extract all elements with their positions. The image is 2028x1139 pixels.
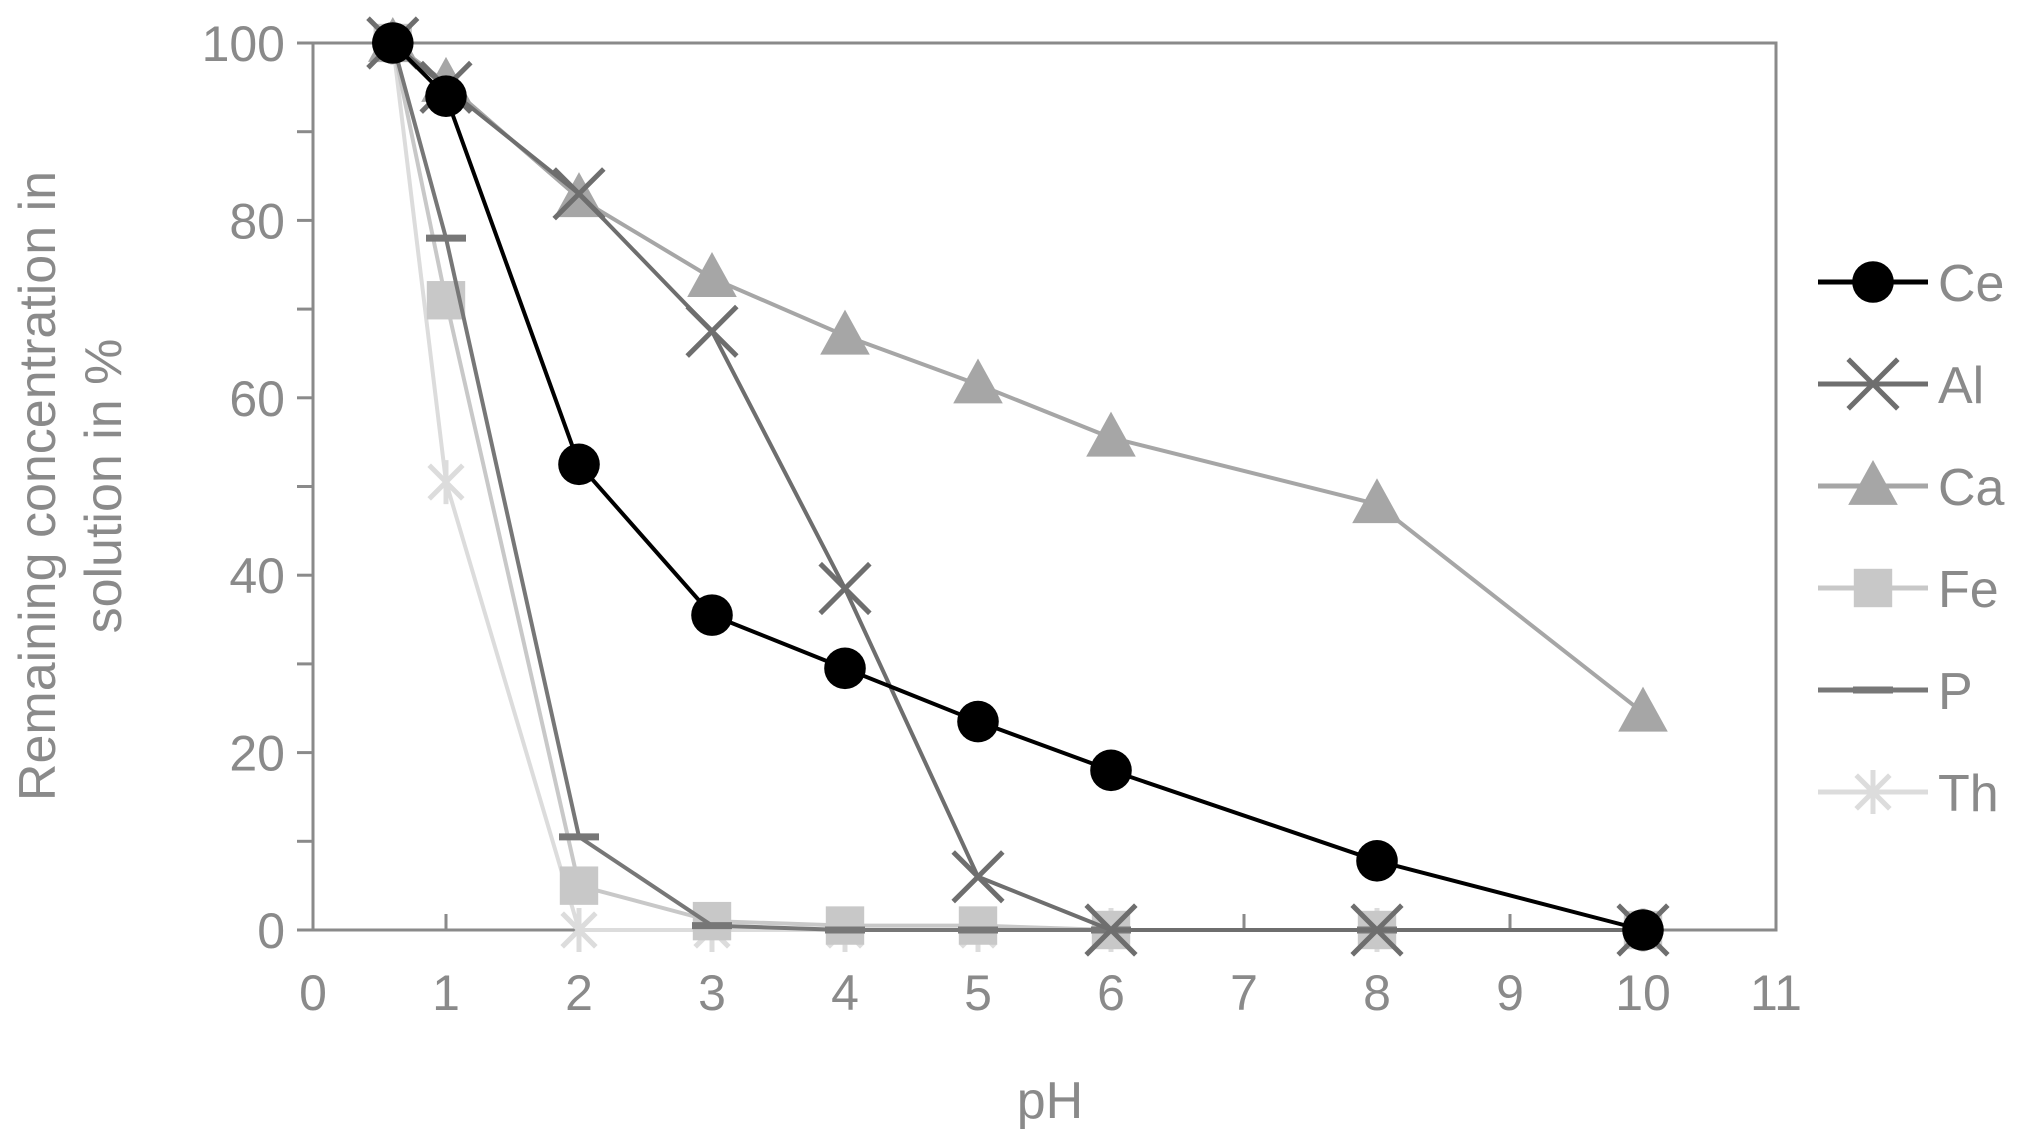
legend-label: Al <box>1938 357 1984 415</box>
legend-label: Th <box>1938 765 1999 823</box>
legend-item-p: P <box>1818 663 1973 721</box>
data-point-ca <box>1086 411 1136 457</box>
data-point-fe <box>825 906 865 945</box>
x-tick-label: 10 <box>1615 965 1671 1021</box>
legend-item-th: Th <box>1818 765 1999 823</box>
legend-item-ca: Ca <box>1818 459 2005 517</box>
x-tick-label: 11 <box>1750 965 1802 1021</box>
data-point-ce <box>824 647 866 690</box>
x-tick-label: 4 <box>831 965 859 1021</box>
y-axis-label-line-2: solution in % <box>75 339 133 634</box>
data-point-al <box>685 304 739 358</box>
legend-label: Ca <box>1938 459 2005 517</box>
data-point-ca <box>687 252 737 297</box>
y-tick-label: 40 <box>229 548 285 604</box>
plot-area <box>311 41 1778 932</box>
data-point-ce <box>691 594 733 636</box>
y-tick-label: 0 <box>257 903 285 959</box>
data-point-al <box>951 850 1005 904</box>
x-tick-label: 0 <box>299 965 327 1021</box>
x-tick-label: 7 <box>1230 965 1258 1021</box>
x-tick-label: 6 <box>1097 965 1125 1021</box>
legend-item-ce: Ce <box>1818 255 2004 313</box>
y-tick-label: 60 <box>229 371 285 427</box>
data-point-th <box>560 908 598 952</box>
data-point-th <box>427 460 465 505</box>
data-point-fe <box>692 901 732 941</box>
legend-label: Fe <box>1938 561 1999 619</box>
legend-marker-th <box>1854 770 1892 814</box>
data-point-fe <box>559 866 599 905</box>
x-tick-label: 9 <box>1496 965 1524 1021</box>
data-point-ce <box>1356 840 1398 882</box>
legend-item-al: Al <box>1818 357 1984 415</box>
y-tick-label: 100 <box>202 16 285 72</box>
data-point-ce <box>425 75 467 118</box>
data-point-al <box>818 561 872 616</box>
data-point-ca <box>953 358 1003 404</box>
x-tick-label: 5 <box>964 965 992 1021</box>
data-point-al <box>1084 903 1138 957</box>
data-point-ca <box>1352 478 1402 524</box>
legend-marker-fe <box>1853 568 1893 608</box>
data-point-ce <box>957 700 999 743</box>
data-point-al <box>552 167 606 221</box>
data-point-fe <box>958 906 998 945</box>
data-point-ce <box>1090 749 1132 792</box>
legend-marker-ce <box>1852 261 1894 303</box>
data-point-ca <box>820 309 870 355</box>
series-ce <box>372 22 1664 951</box>
legend-marker-al <box>1846 357 1900 411</box>
data-point-ce <box>558 443 600 486</box>
data-point-ce <box>1622 909 1664 951</box>
x-tick-label: 8 <box>1363 965 1391 1021</box>
y-tick-label: 80 <box>229 193 285 249</box>
legend-item-fe: Fe <box>1818 561 1999 619</box>
legend-label: P <box>1938 663 1973 721</box>
x-tick-label: 2 <box>565 965 593 1021</box>
x-axis-label: pH <box>1017 1072 1083 1130</box>
data-point-ca <box>1618 686 1668 732</box>
y-axis-label-line-1: Remaining concentration in <box>9 171 67 801</box>
data-point-al <box>1350 903 1404 957</box>
legend-label: Ce <box>1938 255 2004 313</box>
data-point-ce <box>372 22 414 64</box>
legend-marker-ca <box>1848 459 1898 505</box>
x-tick-label: 3 <box>698 965 726 1021</box>
y-tick-label: 20 <box>229 726 285 782</box>
legend: Ce Al Ca Fe P Th <box>1818 255 2005 823</box>
x-tick-label: 1 <box>432 965 460 1021</box>
